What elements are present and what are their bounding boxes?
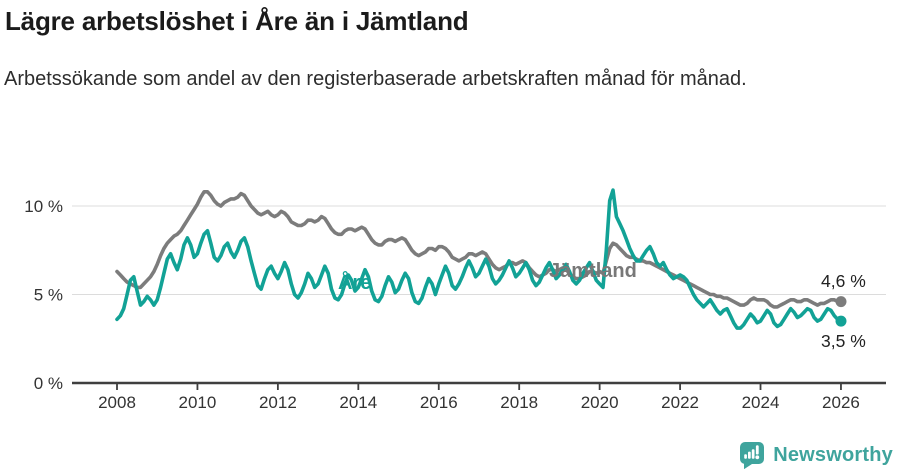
newsworthy-logo-icon — [740, 442, 765, 469]
x-tick-label: 2012 — [259, 393, 297, 412]
series-endpoints — [835, 296, 847, 327]
jamtland-end-value-label: 4,6 % — [821, 271, 866, 291]
series-line-jamtland — [115, 190, 843, 309]
x-tick-label: 2008 — [98, 393, 136, 412]
brand-name: Newsworthy — [773, 443, 893, 466]
axes: 0 % 5 % 10 % 2008 2010 2012 2014 2016 2018 2020 20… — [24, 197, 886, 412]
jamtland-series-label: Jämtland — [549, 260, 637, 282]
brand-footer: Newsworthy — [739, 441, 893, 469]
x-tick-label: 2018 — [500, 393, 538, 412]
chart-title: Lägre arbetslöshet i Åre än i Jämtland — [5, 6, 469, 36]
x-tick-label: 2026 — [822, 393, 860, 412]
x-tick-label: 2020 — [581, 393, 619, 412]
are-series-label: Åre — [338, 270, 371, 294]
are-end-value-label: 3,5 % — [821, 331, 866, 351]
x-tick-label: 2016 — [420, 393, 458, 412]
chart-subtitle: Arbetssökande som andel av den registerb… — [4, 68, 747, 90]
x-tick-label: 2014 — [339, 393, 377, 412]
y-tick-label: 5 % — [34, 286, 63, 305]
series-endpoint-jamtland — [835, 296, 847, 308]
gridlines — [72, 205, 886, 295]
y-tick-label: 10 % — [24, 197, 63, 216]
series-line-are — [115, 188, 843, 330]
x-tick-label: 2024 — [742, 393, 780, 412]
y-tick-label: 0 % — [34, 374, 63, 393]
series-endpoint-are — [835, 315, 847, 327]
chart-annotations: Jämtland Åre 4,6 % 3,5 % — [338, 260, 866, 351]
x-tick-label: 2010 — [179, 393, 217, 412]
x-tick-label: 2022 — [661, 393, 699, 412]
series-lines — [115, 188, 843, 330]
